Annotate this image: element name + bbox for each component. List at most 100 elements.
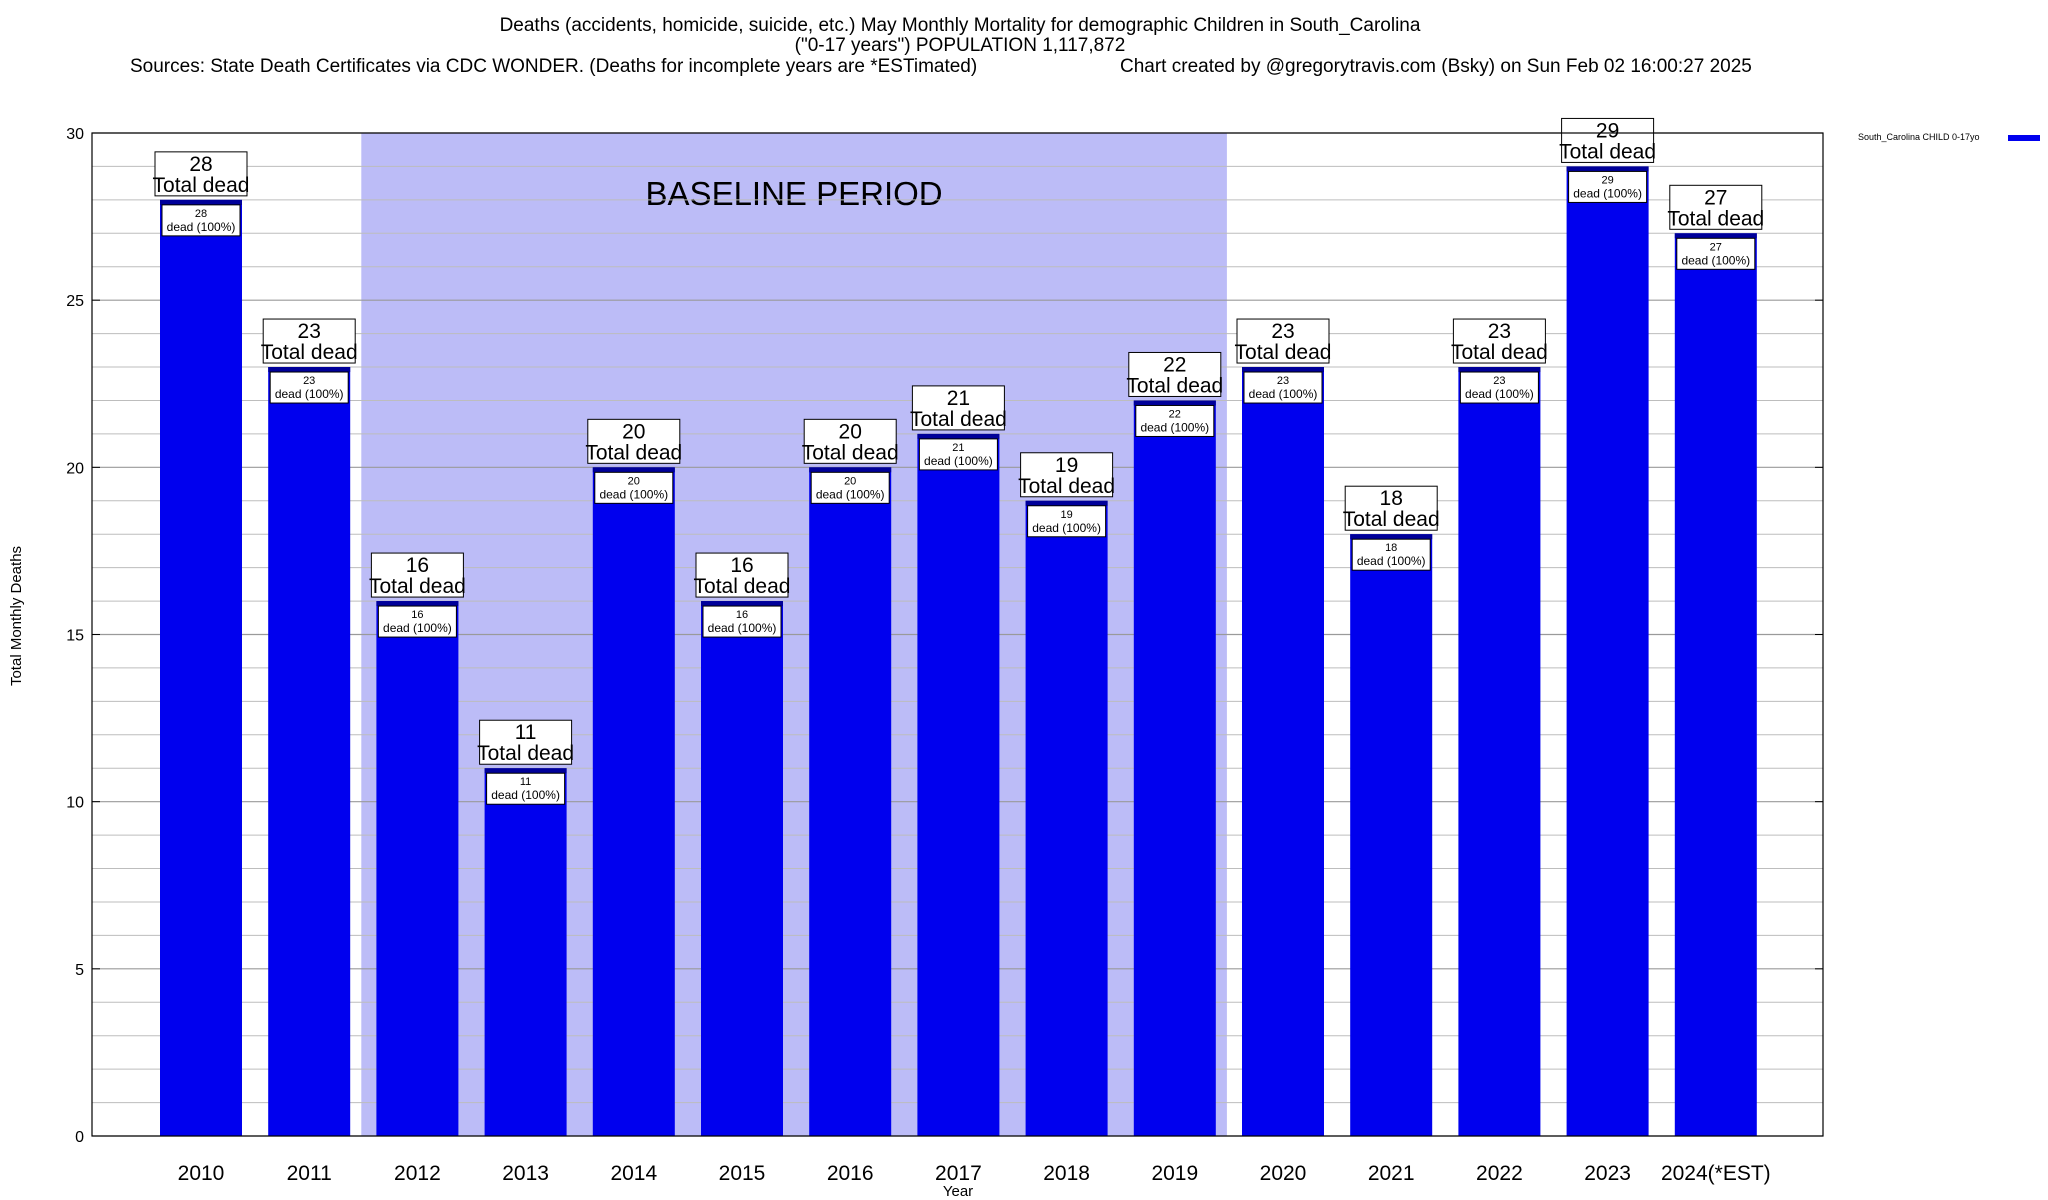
bar-percent-label: dead (100%) [383,621,452,635]
total-dead-label: Total dead [477,742,574,765]
x-tick-label: 2013 [502,1162,549,1185]
total-dead-label: Total dead [369,575,466,598]
chart-credit: Chart created by @gregorytravis.com (Bsk… [1120,56,1752,77]
bar-cap [1458,367,1541,373]
x-tick-label: 2021 [1368,1162,1415,1185]
bar-percent-label: dead (100%) [816,487,885,501]
bar-cap [376,601,459,607]
y-tick-label: 30 [66,126,84,143]
legend-label: South_Carolina CHILD 0-17yo [1858,132,1980,142]
bar-value-label: 23 [1493,375,1505,387]
bar-percent-label: dead (100%) [1032,521,1101,535]
total-value-label: 21 [947,387,970,410]
bar [1025,500,1108,1136]
total-value-label: 27 [1704,186,1727,209]
total-label-box [911,385,1005,431]
x-tick-label: 2019 [1151,1162,1198,1185]
bar-cap [268,367,351,373]
x-tick-label: 2024(*EST) [1661,1162,1771,1185]
x-tick-label: 2017 [935,1162,982,1185]
bar-percent-label: dead (100%) [1573,186,1642,200]
x-tick-label: 2014 [610,1162,657,1185]
x-tick-label: 2015 [719,1162,766,1185]
legend: South_Carolina CHILD 0-17yo [1858,132,2040,142]
total-dead-label: Total dead [1018,475,1115,498]
total-dead-label: Total dead [585,441,682,464]
total-label-box [695,552,789,598]
bar-percent-label: dead (100%) [708,621,777,635]
bar-value-label: 20 [844,475,856,487]
bar-cap [1133,400,1216,406]
bar-cap [809,467,892,473]
total-value-label: 20 [622,420,645,443]
x-tick-label: 2011 [287,1162,332,1185]
bar-label-box [1459,371,1539,404]
bar-label-box [918,438,998,471]
bar-label-box [1351,538,1431,571]
bar-percent-label: dead (100%) [1140,420,1209,434]
x-tick-label: 2022 [1476,1162,1523,1185]
total-label-box [1128,351,1222,397]
bar-value-label: 21 [952,442,964,454]
bar-cap [701,601,783,607]
x-tick-label: 2023 [1584,1162,1631,1185]
total-dead-label: Total dead [694,575,791,598]
bar-label-box [1568,170,1648,203]
x-tick-label: 2020 [1260,1162,1307,1185]
bar [484,768,567,1136]
bar [809,467,892,1136]
bar [160,199,242,1136]
total-label-box [154,151,248,197]
x-tick-label: 2012 [394,1162,441,1185]
total-value-label: 22 [1163,353,1186,376]
total-label-box [587,418,681,464]
total-label-box [370,552,464,598]
total-value-label: 16 [730,554,753,577]
total-dead-label: Total dead [802,441,899,464]
total-label-box [262,318,356,364]
legend-swatch [2008,135,2040,141]
bar-label-box [594,471,674,504]
bar-value-label: 27 [1710,241,1722,253]
total-dead-label: Total dead [1559,140,1656,163]
bar-cap [1566,166,1649,172]
total-dead-label: Total dead [1235,341,1332,364]
bar-label-box [161,204,241,237]
total-value-label: 28 [189,153,212,176]
total-label-box [1020,452,1114,498]
baseline-label: BASELINE PERIOD [646,175,943,212]
total-dead-label: Total dead [1126,374,1223,397]
bar [592,467,675,1136]
bar-label-box [1027,505,1107,538]
bar-percent-label: dead (100%) [1357,554,1426,568]
total-value-label: 29 [1596,119,1619,142]
total-value-label: 23 [298,320,321,343]
total-dead-label: Total dead [1343,508,1440,531]
x-tick-label: 2010 [178,1162,225,1185]
bar [1242,367,1324,1136]
bar-percent-label: dead (100%) [924,454,993,468]
y-tick-label: 0 [75,1129,84,1146]
bar [917,433,1000,1136]
bar [268,367,351,1136]
y-tick-label: 25 [66,293,84,310]
chart-sources: Sources: State Death Certificates via CD… [130,56,977,77]
chart-title-line2: ("0-17 years") POPULATION 1,117,872 [795,35,1126,56]
total-label-box [1236,318,1330,364]
bar-cap [917,433,1000,439]
bar-value-label: 22 [1169,408,1181,420]
total-dead-label: Total dead [1667,207,1764,230]
bar [376,601,459,1136]
bar-label-box [1243,371,1323,404]
bar-percent-label: dead (100%) [1465,387,1534,401]
bar [1350,534,1433,1136]
total-label-box [1344,485,1438,531]
bar [701,601,783,1136]
bar-percent-label: dead (100%) [599,487,668,501]
bar [1133,400,1216,1136]
total-value-label: 19 [1055,454,1078,477]
bar-label-box [1676,237,1756,270]
